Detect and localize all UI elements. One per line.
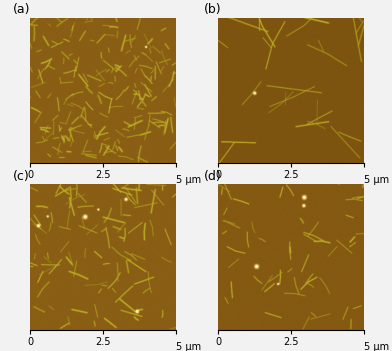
Text: 5 μm: 5 μm [176,342,201,351]
Text: (a): (a) [13,3,30,16]
Text: 5 μm: 5 μm [364,175,389,185]
Text: (b): (b) [204,3,221,16]
Text: 5 μm: 5 μm [176,175,201,185]
Text: (d): (d) [204,170,221,183]
Text: (c): (c) [13,170,29,183]
Text: 5 μm: 5 μm [364,342,389,351]
